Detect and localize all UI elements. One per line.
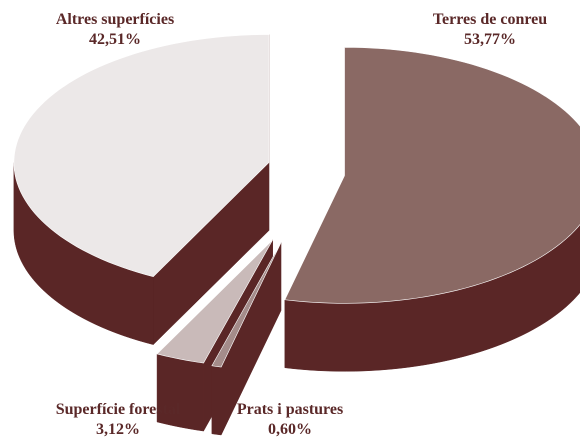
slice-label: Prats i pastures (237, 401, 343, 418)
slice-value-label: 3,12% (96, 421, 140, 438)
slice-label: Altres superfícies (56, 11, 174, 28)
slice-side (156, 353, 204, 432)
slice (13, 34, 270, 277)
slice-value-label: 42,51% (89, 31, 141, 48)
slice-value-label: 53,77% (464, 31, 516, 48)
slice (284, 47, 580, 304)
slice-value-label: 0,60% (268, 421, 312, 438)
slice-label: Terres de conreu (433, 11, 547, 28)
slice-side (211, 365, 222, 436)
slice (211, 242, 282, 368)
slice (156, 239, 273, 364)
slice-label: Superfície forestal (56, 401, 181, 418)
